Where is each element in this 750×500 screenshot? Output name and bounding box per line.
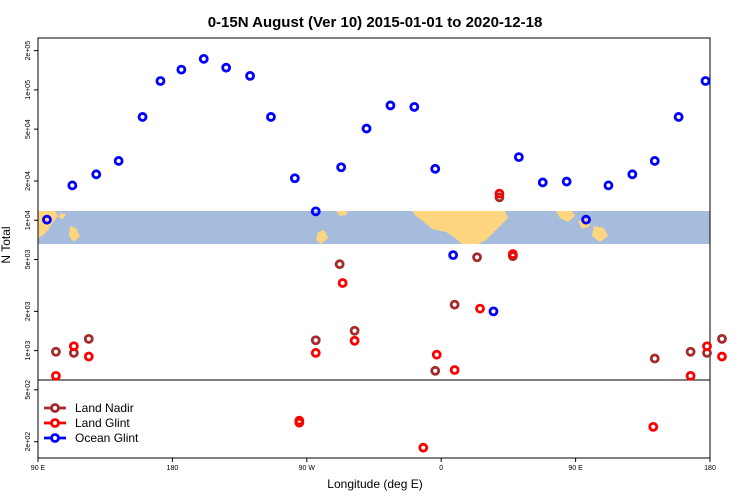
point-ocean-glint	[155, 76, 166, 86]
point-land-nadir	[717, 333, 727, 344]
land-shape	[59, 213, 66, 219]
point-ocean-glint	[42, 214, 52, 225]
chart-title: 0-15N August (Ver 10) 2015-01-01 to 2020…	[208, 14, 543, 31]
point-ocean-glint	[513, 152, 524, 163]
legend-label: Land Glint	[75, 416, 130, 430]
point-ocean-glint	[603, 180, 614, 191]
point-ocean-glint	[113, 156, 124, 166]
point-land-glint	[494, 188, 505, 199]
x-tick-label: 90 W	[299, 465, 316, 472]
point-land-glint	[310, 348, 321, 358]
y-tick-label: 2e+03	[25, 301, 32, 321]
legend-label: Land Nadir	[75, 401, 134, 415]
point-land-nadir	[310, 335, 321, 346]
ocean-band	[38, 211, 710, 244]
point-land-glint	[294, 417, 305, 428]
y-axis-label: N Total	[0, 226, 13, 263]
world-map-band	[38, 211, 710, 244]
x-tick-label: 180	[704, 465, 716, 472]
land-shape	[412, 211, 508, 244]
x-axis-label: Longitude (deg E)	[327, 477, 422, 491]
point-ocean-glint	[581, 214, 591, 225]
legend-label: Ocean Glint	[75, 431, 139, 445]
point-ocean-glint	[91, 169, 102, 180]
point-land-nadir	[349, 325, 360, 336]
land-shape	[336, 211, 348, 216]
point-land-glint	[68, 341, 79, 352]
point-ocean-glint	[221, 62, 232, 73]
point-land-glint	[51, 370, 61, 381]
point-land-glint	[349, 335, 360, 346]
legend-marker	[50, 433, 60, 443]
point-land-nadir	[449, 299, 460, 310]
y-tick-label: 1e+04	[25, 210, 32, 230]
point-land-nadir	[472, 252, 482, 263]
point-ocean-glint	[361, 123, 372, 134]
point-land-nadir	[334, 259, 345, 270]
point-land-nadir	[430, 365, 441, 376]
point-land-glint	[418, 442, 429, 453]
point-ocean-glint	[649, 156, 660, 166]
y-tick-label: 2e+02	[25, 432, 32, 452]
legend-item-land-glint: Land Glint	[44, 416, 130, 430]
land-shape	[556, 211, 575, 222]
point-land-glint	[702, 341, 712, 352]
point-land-glint	[717, 351, 727, 362]
x-tick-label: 180	[167, 465, 179, 472]
point-ocean-glint	[430, 163, 441, 174]
legend-item-ocean-glint: Ocean Glint	[44, 431, 139, 445]
point-ocean-glint	[137, 112, 148, 122]
point-ocean-glint	[448, 250, 459, 261]
point-ocean-glint	[289, 173, 300, 184]
y-tick-label: 5e+03	[25, 250, 32, 270]
point-land-glint	[507, 249, 518, 259]
point-ocean-glint	[336, 162, 347, 173]
x-tick-label: 90 E	[568, 465, 583, 472]
point-ocean-glint	[67, 180, 78, 191]
point-land-nadir	[494, 192, 505, 203]
land-shape	[69, 226, 80, 242]
point-ocean-glint	[266, 112, 276, 122]
point-land-nadir	[51, 346, 61, 357]
point-land-glint	[83, 351, 94, 362]
plot-frame	[37, 37, 711, 459]
point-land-glint	[337, 278, 348, 288]
plot-border	[37, 37, 711, 459]
point-ocean-glint	[310, 206, 321, 217]
point-ocean-glint	[176, 64, 187, 75]
point-land-glint	[475, 303, 485, 314]
point-land-nadir	[649, 353, 660, 364]
point-ocean-glint	[245, 70, 255, 81]
point-land-glint	[431, 349, 442, 360]
y-tick-label: 5e+04	[25, 119, 32, 139]
x-tick-label: 0	[439, 465, 443, 472]
legend-item-land-nadir: Land Nadir	[44, 401, 134, 415]
y-tick-label: 1e+03	[25, 341, 32, 361]
point-ocean-glint	[198, 53, 209, 64]
point-ocean-glint	[409, 102, 420, 112]
point-land-glint	[685, 370, 696, 381]
point-ocean-glint	[561, 176, 572, 187]
y-tick-label: 5e+02	[25, 380, 32, 400]
land-shape	[316, 230, 328, 244]
y-tick-label: 2e+04	[25, 171, 32, 191]
point-ocean-glint	[537, 177, 548, 188]
y-tick-label: 1e+05	[25, 80, 32, 100]
legend-marker	[50, 418, 60, 428]
point-ocean-glint	[627, 169, 638, 180]
point-ocean-glint	[488, 306, 499, 317]
legend-marker	[50, 403, 60, 413]
point-land-nadir	[83, 333, 94, 344]
y-tick-label: 2e+05	[25, 41, 32, 61]
x-tick-label: 90 E	[31, 465, 46, 472]
point-ocean-glint	[673, 112, 684, 122]
point-ocean-glint	[385, 100, 396, 111]
point-land-glint	[648, 421, 659, 432]
point-ocean-glint	[700, 76, 711, 86]
point-land-glint	[449, 365, 460, 375]
point-land-nadir	[685, 346, 696, 357]
land-shape	[592, 226, 608, 242]
